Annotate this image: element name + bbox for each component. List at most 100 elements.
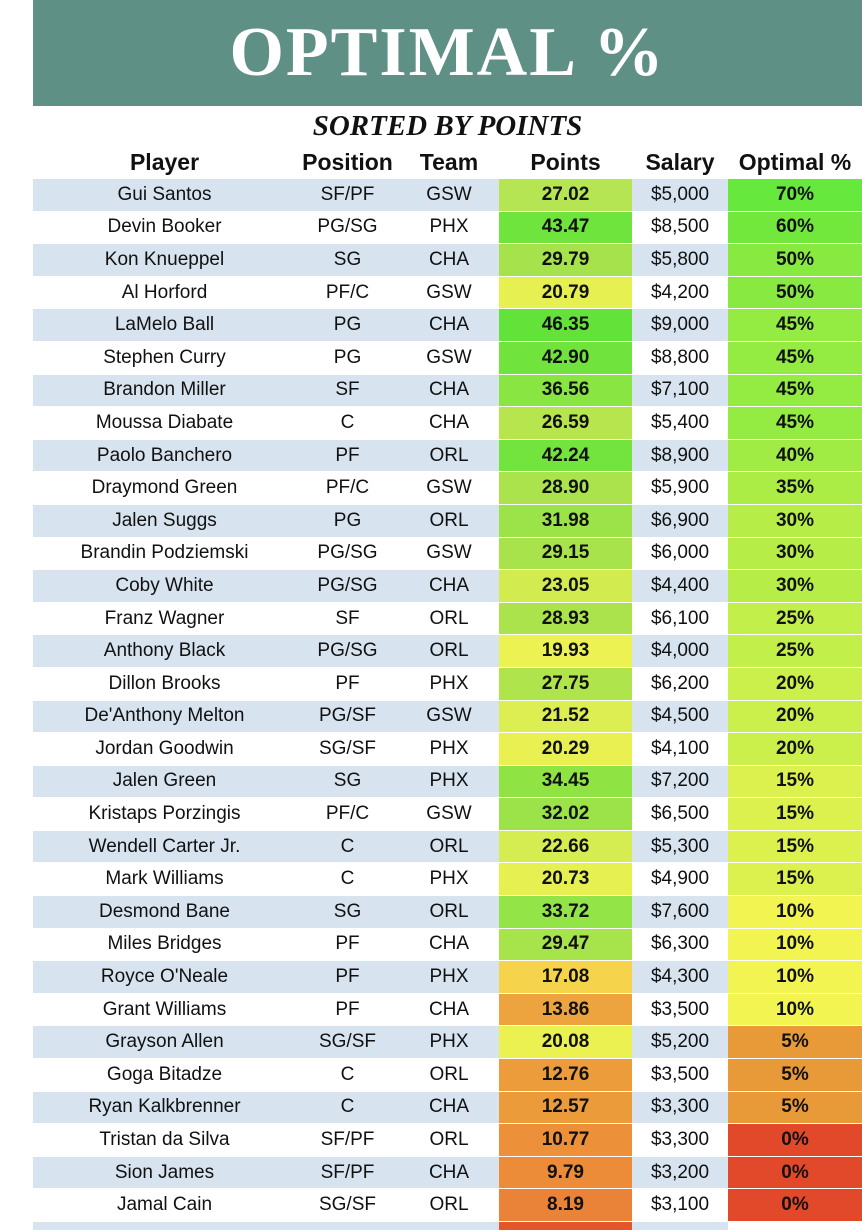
position-cell: PF/C: [296, 471, 399, 505]
team-cell: CHA: [399, 374, 499, 408]
optimal-cell: 0%: [728, 1188, 862, 1222]
optimal-cell: 50%: [728, 243, 862, 277]
optimal-cell: 15%: [728, 830, 862, 864]
salary-cell: $8,500: [632, 211, 728, 245]
salary-cell: $4,000: [632, 634, 728, 668]
partial-cell: [632, 1221, 728, 1231]
player-cell: Gui Santos: [33, 179, 296, 212]
salary-cell: $4,300: [632, 960, 728, 994]
points-cell: 42.24: [499, 439, 632, 473]
table-row: Ryan Kalkbrenner C CHA 12.57 $3,300 5%: [33, 1091, 862, 1125]
team-cell: PHX: [399, 765, 499, 799]
position-cell: PG: [296, 308, 399, 342]
player-cell: Draymond Green: [33, 471, 296, 505]
points-cell: 28.93: [499, 602, 632, 636]
position-cell: PF: [296, 439, 399, 473]
player-cell: Devin Booker: [33, 211, 296, 245]
optimal-cell: 45%: [728, 308, 862, 342]
column-header-salary: Salary: [632, 145, 728, 179]
position-cell: SG: [296, 895, 399, 929]
points-cell: 17.08: [499, 960, 632, 994]
player-cell: Coby White: [33, 569, 296, 603]
table-row: Grayson Allen SG/SF PHX 20.08 $5,200 5%: [33, 1025, 862, 1060]
position-cell: PF/C: [296, 276, 399, 310]
title-banner: OPTIMAL %: [33, 0, 862, 106]
team-cell: CHA: [399, 1091, 499, 1125]
points-cell: 12.76: [499, 1058, 632, 1092]
team-cell: PHX: [399, 862, 499, 897]
team-cell: CHA: [399, 1156, 499, 1190]
points-cell: 8.19: [499, 1188, 632, 1222]
optimal-cell: 10%: [728, 993, 862, 1027]
points-cell: 23.05: [499, 569, 632, 603]
optimal-cell: 60%: [728, 211, 862, 245]
optimal-cell: 70%: [728, 179, 862, 212]
optimal-cell: 10%: [728, 928, 862, 962]
team-cell: CHA: [399, 243, 499, 277]
position-cell: PF/C: [296, 797, 399, 831]
column-header-optimal: Optimal %: [728, 145, 862, 179]
position-cell: SG: [296, 243, 399, 277]
position-cell: SF: [296, 374, 399, 408]
salary-cell: $8,900: [632, 439, 728, 473]
page-subtitle: SORTED BY POINTS: [312, 110, 583, 142]
table-row: Mark Williams C PHX 20.73 $4,900 15%: [33, 862, 862, 897]
table-row: Stephen Curry PG GSW 42.90 $8,800 45%: [33, 341, 862, 375]
position-cell: SG: [296, 765, 399, 799]
player-cell: Grayson Allen: [33, 1025, 296, 1060]
team-cell: ORL: [399, 504, 499, 538]
points-cell: 33.72: [499, 895, 632, 929]
table-row: Kon Knueppel SG CHA 29.79 $5,800 50%: [33, 243, 862, 277]
player-cell: Royce O'Neale: [33, 960, 296, 994]
player-cell: De'Anthony Melton: [33, 700, 296, 734]
table-row: Goga Bitadze C ORL 12.76 $3,500 5%: [33, 1058, 862, 1092]
team-cell: CHA: [399, 928, 499, 962]
optimal-cell: 25%: [728, 602, 862, 636]
player-cell: Anthony Black: [33, 634, 296, 668]
table-row: Dillon Brooks PF PHX 27.75 $6,200 20%: [33, 667, 862, 701]
points-cell: 13.86: [499, 993, 632, 1027]
points-cell: 29.47: [499, 928, 632, 962]
table-row-partial: [33, 1221, 862, 1231]
points-cell: 27.02: [499, 179, 632, 212]
table-row: Jordan Goodwin SG/SF PHX 20.29 $4,100 20%: [33, 732, 862, 766]
salary-cell: $5,300: [632, 830, 728, 864]
salary-cell: $3,200: [632, 1156, 728, 1190]
points-cell: 19.93: [499, 634, 632, 668]
table-row: Miles Bridges PF CHA 29.47 $6,300 10%: [33, 928, 862, 962]
optimal-cell: 40%: [728, 439, 862, 473]
table-row: Anthony Black PG/SG ORL 19.93 $4,000 25%: [33, 634, 862, 668]
optimal-cell: 5%: [728, 1058, 862, 1092]
optimal-cell: 15%: [728, 765, 862, 799]
salary-cell: $5,200: [632, 1025, 728, 1060]
points-cell: 28.90: [499, 471, 632, 505]
team-cell: GSW: [399, 797, 499, 831]
position-cell: C: [296, 1091, 399, 1125]
table-row: Jamal Cain SG/SF ORL 8.19 $3,100 0%: [33, 1188, 862, 1222]
team-cell: ORL: [399, 602, 499, 636]
salary-cell: $5,800: [632, 243, 728, 277]
player-cell: Stephen Curry: [33, 341, 296, 375]
column-header-team: Team: [399, 145, 499, 179]
table-row: Royce O'Neale PF PHX 17.08 $4,300 10%: [33, 960, 862, 994]
team-cell: CHA: [399, 406, 499, 440]
player-cell: Jordan Goodwin: [33, 732, 296, 766]
optimal-cell: 0%: [728, 1123, 862, 1157]
header-row: Player Position Team Points Salary Optim…: [33, 145, 862, 179]
table-row: Kristaps Porzingis PF/C GSW 32.02 $6,500 15%: [33, 797, 862, 831]
salary-cell: $4,900: [632, 862, 728, 897]
salary-cell: $4,500: [632, 700, 728, 734]
table-row: Devin Booker PG/SG PHX 43.47 $8,500 60%: [33, 211, 862, 245]
points-cell: 32.02: [499, 797, 632, 831]
salary-cell: $3,300: [632, 1091, 728, 1125]
optimal-cell: 30%: [728, 569, 862, 603]
salary-cell: $3,500: [632, 1058, 728, 1092]
team-cell: ORL: [399, 1058, 499, 1092]
player-cell: Paolo Banchero: [33, 439, 296, 473]
points-cell: 20.73: [499, 862, 632, 897]
table-body: Gui Santos SF/PF GSW 27.02 $5,000 70% Devin Bo…: [33, 179, 862, 1231]
optimal-cell: 20%: [728, 732, 862, 766]
points-cell: 10.77: [499, 1123, 632, 1157]
salary-cell: $7,200: [632, 765, 728, 799]
points-cell: 36.56: [499, 374, 632, 408]
